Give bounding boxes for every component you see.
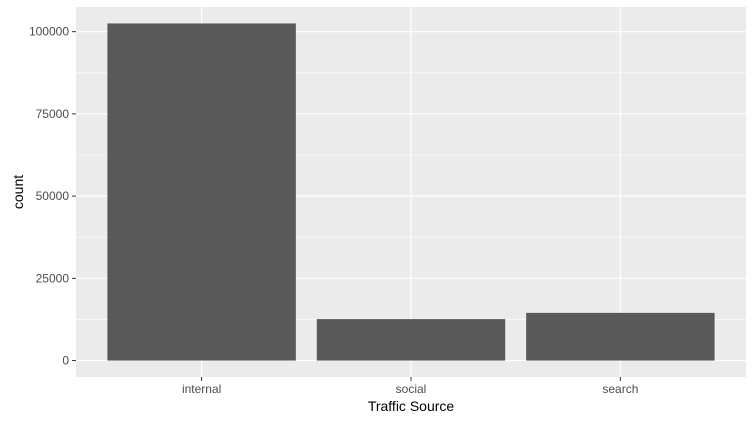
x-axis-title: Traffic Source <box>368 398 455 414</box>
x-tick-label: search <box>602 382 638 396</box>
y-tick-label: 0 <box>62 354 69 368</box>
x-tick-label: internal <box>182 382 221 396</box>
x-axis: internal social search <box>182 377 638 396</box>
x-tick-label: social <box>396 382 427 396</box>
bar-social <box>316 319 506 361</box>
y-tick-label: 50000 <box>36 189 70 203</box>
y-tick-label: 100000 <box>29 25 69 39</box>
y-tick-label: 75000 <box>36 107 70 121</box>
y-axis: 0 25000 50000 75000 100000 <box>29 25 76 368</box>
y-tick-label: 25000 <box>36 271 70 285</box>
bar-internal <box>107 23 296 361</box>
y-axis-title: count <box>10 175 26 209</box>
bars <box>107 23 715 361</box>
bar-search <box>526 312 715 361</box>
